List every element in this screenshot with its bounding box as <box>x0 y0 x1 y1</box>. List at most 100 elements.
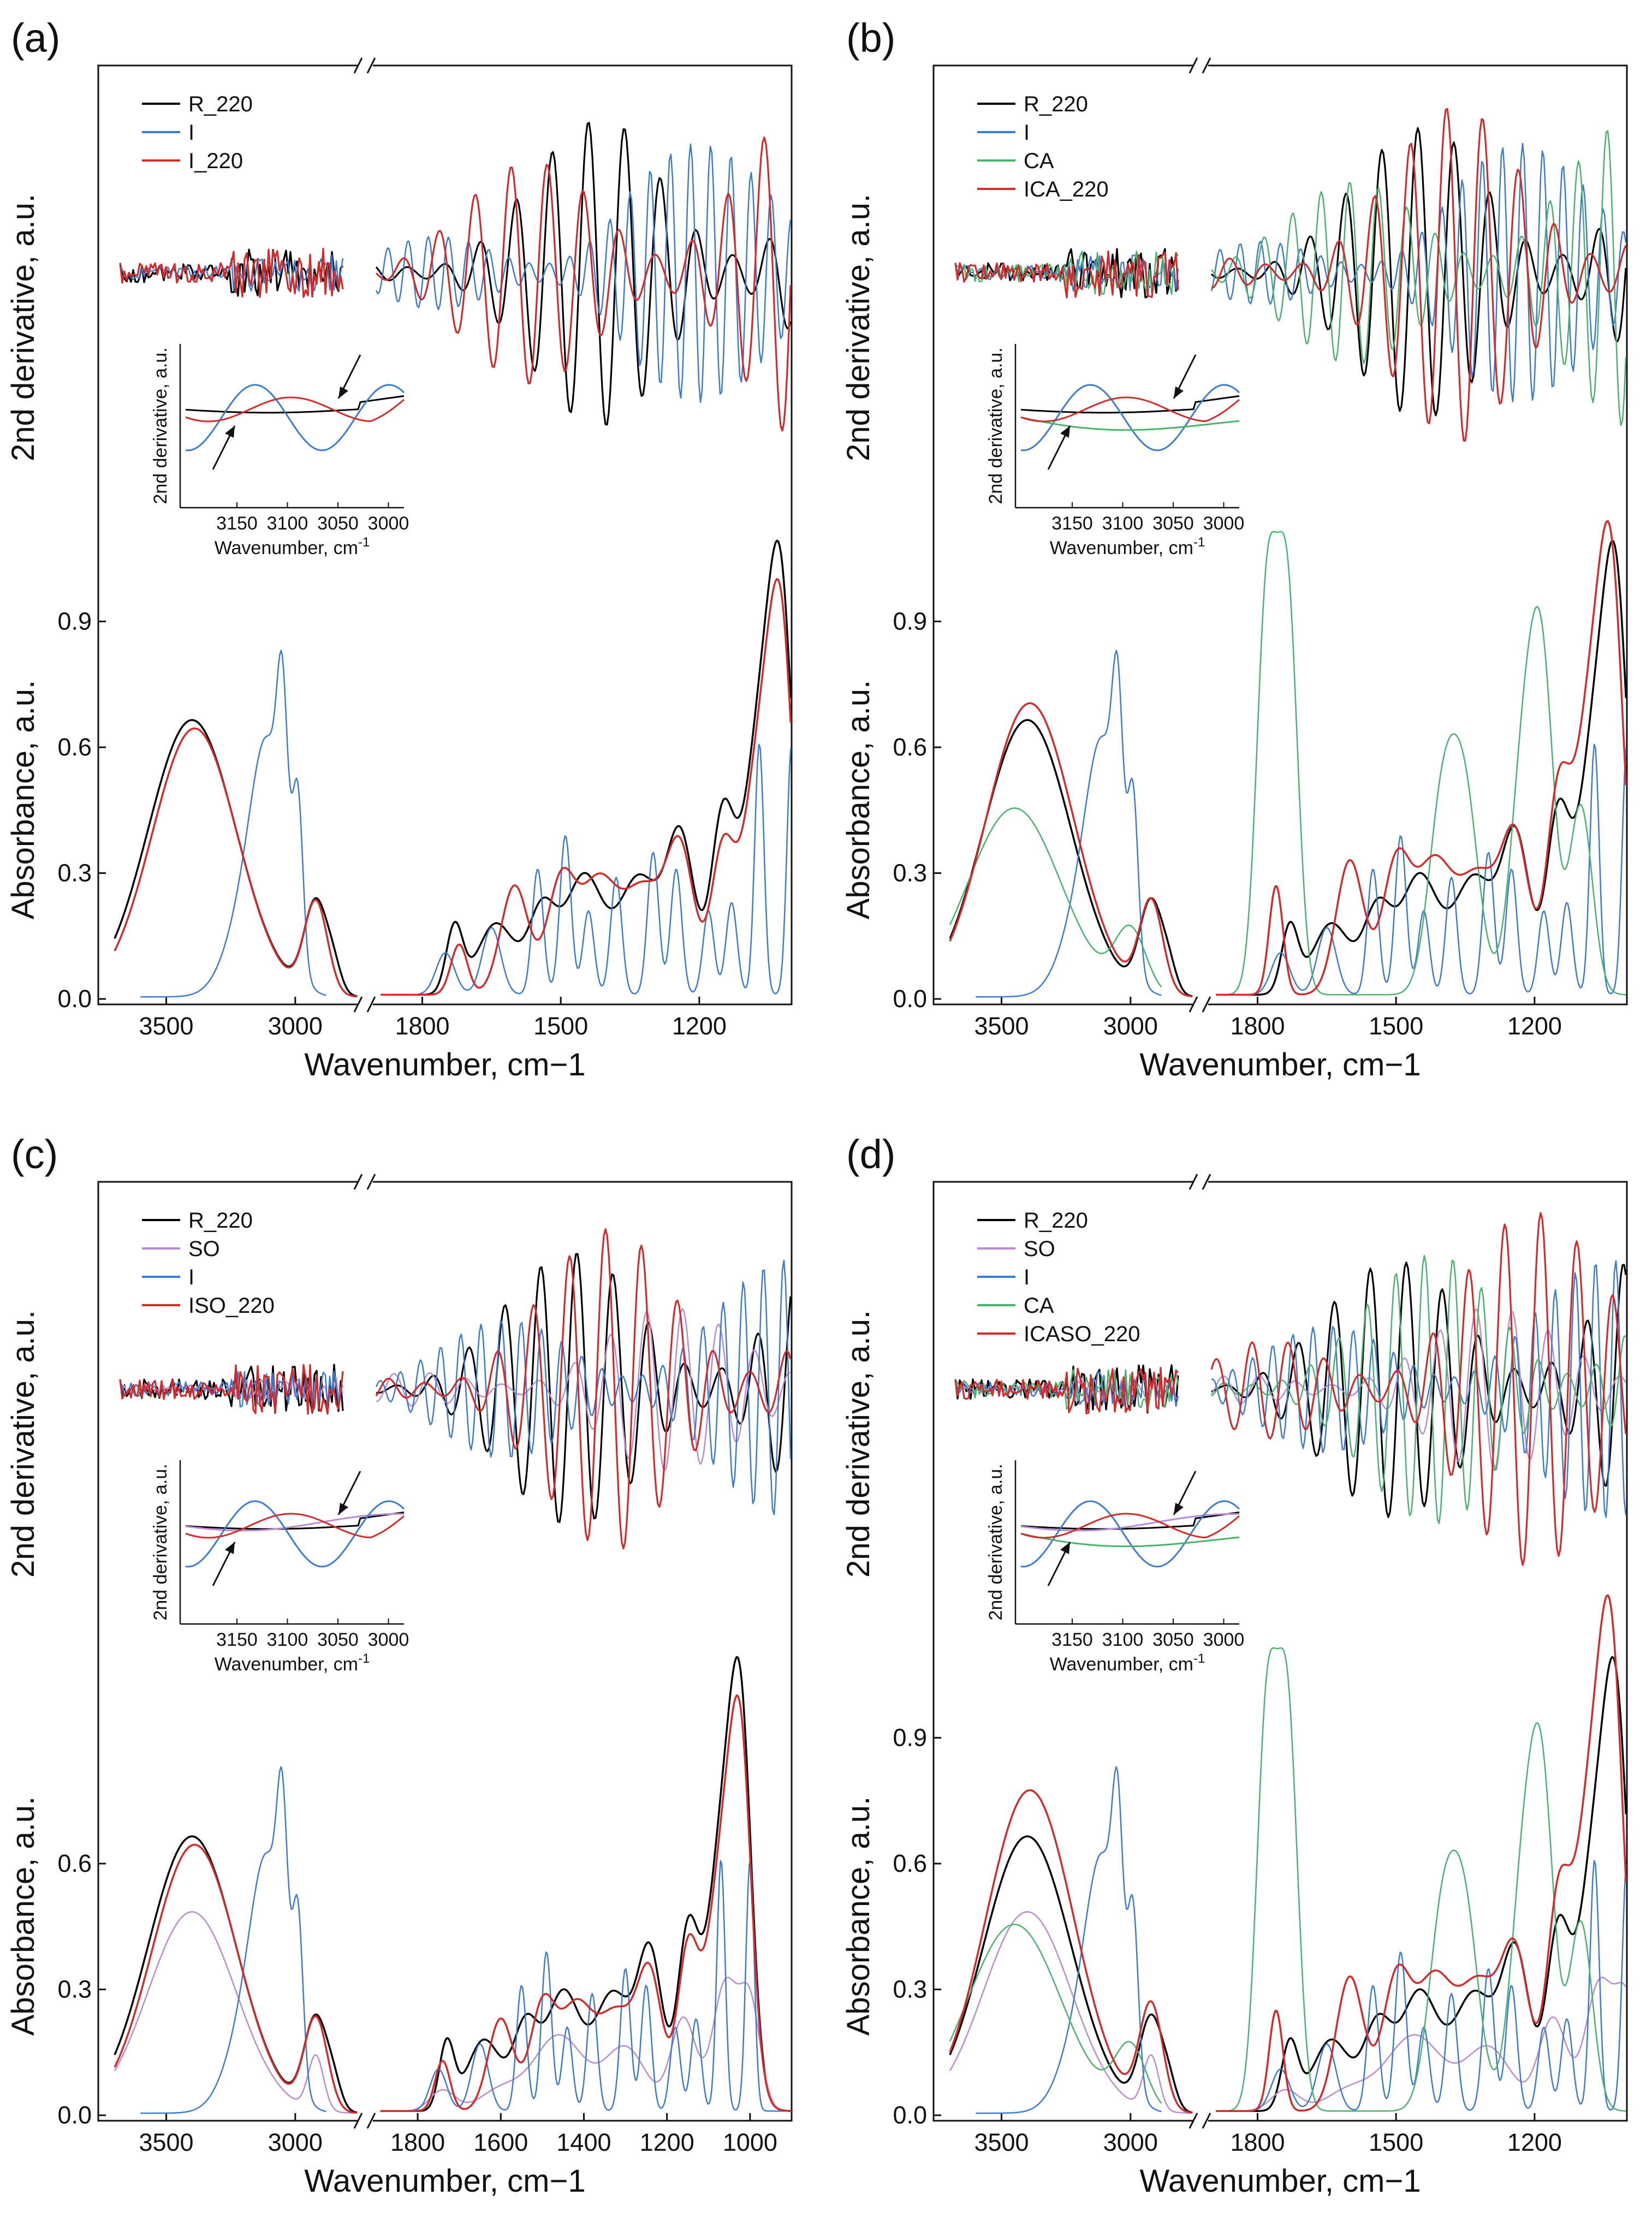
inset-arrow-head <box>1060 426 1070 438</box>
legend-label: ICASO_220 <box>1024 1322 1140 1346</box>
axis-break-mark <box>1189 57 1198 74</box>
inset-x-title: Wavenumber, cm-1 <box>215 1651 370 1675</box>
inset-arrow-head <box>1060 1542 1070 1554</box>
inset-x-tick-label: 3100 <box>267 513 308 534</box>
absorbance-line-i <box>976 650 1627 998</box>
inset-line-r-220 <box>185 395 405 414</box>
legend-label: R_220 <box>1024 92 1088 116</box>
legend-label: R_220 <box>1024 1209 1088 1233</box>
plot-frame <box>932 1181 1628 2122</box>
y-tick-label: 0.3 <box>893 859 927 887</box>
plot-frame <box>932 64 1628 1006</box>
inset-x-tick-label: 3150 <box>1051 513 1093 534</box>
axis-break-mark <box>366 57 376 74</box>
inset-arrow-head <box>1174 386 1184 398</box>
inset-x-tick-label: 3050 <box>1152 1629 1194 1650</box>
x-tick-label: 3500 <box>974 1012 1029 1040</box>
y-tick-label: 0.3 <box>57 859 92 887</box>
y-axis-title-derivative: 2nd derivative, a.u. <box>841 194 876 461</box>
inset-line-icaso-220 <box>1020 1513 1240 1539</box>
inset-line-ca <box>1020 1532 1240 1548</box>
absorbance-line-iso-220 <box>114 1694 792 2114</box>
panel-label: (c) <box>11 1132 58 1177</box>
inset-x-tick-label: 3150 <box>1051 1629 1093 1650</box>
y-axis-title-derivative: 2nd derivative, a.u. <box>841 1310 876 1578</box>
plot-frame <box>97 64 793 1006</box>
x-axis-title: Wavenumber, cm−1 <box>1139 2163 1421 2199</box>
axis-break-mark <box>353 2113 363 2129</box>
inset-y-title: 2nd derivative, a.u. <box>150 1463 171 1620</box>
inset-arrow-head <box>1174 1503 1184 1515</box>
inset-y-title: 2nd derivative, a.u. <box>985 1463 1006 1620</box>
legend-label: I_220 <box>188 149 243 173</box>
inset-line-i <box>1020 384 1240 451</box>
panel-label: (d) <box>846 1132 895 1177</box>
legend-label: R_220 <box>188 1209 253 1233</box>
inset-x-tick-label: 3000 <box>1203 1629 1245 1650</box>
inset-x-title: Wavenumber, cm-1 <box>1050 1651 1205 1675</box>
y-tick-label: 0.9 <box>893 1723 927 1751</box>
legend-label: CA <box>1024 1294 1054 1318</box>
axis-break-mark <box>353 57 363 74</box>
y-axis-title-derivative: 2nd derivative, a.u. <box>5 194 41 461</box>
inset-line-iso-220 <box>185 1513 405 1539</box>
legend-label: I <box>1024 1265 1030 1289</box>
derivative-line-iso-220 <box>119 1228 792 1550</box>
legend-label: CA <box>1024 149 1054 173</box>
x-tick-label: 1600 <box>473 2128 528 2156</box>
absorbance-line-r-220 <box>114 1656 792 2114</box>
legend-label: ISO_220 <box>188 1294 275 1318</box>
x-tick-label: 1500 <box>533 1012 588 1040</box>
inset-x-title: Wavenumber, cm-1 <box>1050 535 1205 558</box>
absorbance-line-ca <box>949 1647 1626 2112</box>
y-tick-label: 0.9 <box>893 607 927 635</box>
legend-label: ICA_220 <box>1024 177 1109 201</box>
inset-x-tick-label: 3100 <box>267 1629 308 1650</box>
y-axis-title-absorbance: Absorbance, a.u. <box>841 1796 876 2036</box>
x-axis-title: Wavenumber, cm−1 <box>304 2163 585 2199</box>
derivative-line-ica-220 <box>954 108 1627 442</box>
x-tick-label: 1800 <box>1230 1012 1285 1040</box>
y-axis-title-derivative: 2nd derivative, a.u. <box>5 1310 41 1578</box>
y-tick-label: 0.0 <box>57 985 92 1013</box>
y-tick-label: 0.6 <box>893 1849 927 1877</box>
inset-x-tick-label: 3150 <box>216 1629 258 1650</box>
y-tick-label: 0.9 <box>57 607 92 635</box>
absorbance-line-ca <box>949 531 1626 996</box>
absorbance-line-r-220 <box>114 539 792 997</box>
panel-a: (a) 0.0 0.3 0.6 0.9 3500 3000 1800 1500 1200 Waven… <box>5 15 793 1082</box>
absorbance-line-i <box>140 1766 792 2114</box>
absorbance-line-r-220 <box>949 1656 1627 2114</box>
x-tick-label: 3000 <box>268 1012 323 1040</box>
panel-b: (b) 0.0 0.3 0.6 0.9 3500 3000 1800 1500 1200 Waven… <box>841 15 1628 1082</box>
x-tick-label: 3000 <box>1103 2128 1158 2156</box>
x-tick-label: 1800 <box>390 2128 445 2156</box>
y-axis-title-absorbance: Absorbance, a.u. <box>841 680 876 920</box>
inset-line-i <box>1020 1500 1240 1568</box>
y-tick-label: 0.6 <box>57 733 92 761</box>
legend-label: I <box>1024 121 1030 145</box>
inset-x-tick-label: 3000 <box>368 513 409 534</box>
x-tick-label: 1500 <box>1369 2128 1423 2156</box>
x-tick-label: 3500 <box>139 1012 193 1040</box>
x-tick-label: 3500 <box>974 2128 1029 2156</box>
x-axis-title: Wavenumber, cm−1 <box>1139 1047 1421 1082</box>
derivative-line-icaso-220 <box>954 1212 1627 1566</box>
plot-frame <box>97 1181 793 2122</box>
inset-x-tick-label: 3100 <box>1102 1629 1144 1650</box>
legend-label: SO <box>1024 1237 1055 1261</box>
x-tick-label: 1200 <box>640 2128 694 2156</box>
axis-break-mark <box>366 996 376 1013</box>
x-tick-label: 1400 <box>556 2128 611 2156</box>
x-tick-label: 1000 <box>723 2128 777 2156</box>
inset-y-title: 2nd derivative, a.u. <box>150 347 171 504</box>
y-tick-label: 0.0 <box>57 2101 92 2129</box>
axis-break-mark <box>366 2113 376 2129</box>
axis-break-mark <box>1202 996 1211 1013</box>
inset-line-r-220 <box>1020 395 1240 414</box>
y-tick-label: 0.6 <box>57 1849 92 1877</box>
inset-line-i <box>185 1500 405 1568</box>
